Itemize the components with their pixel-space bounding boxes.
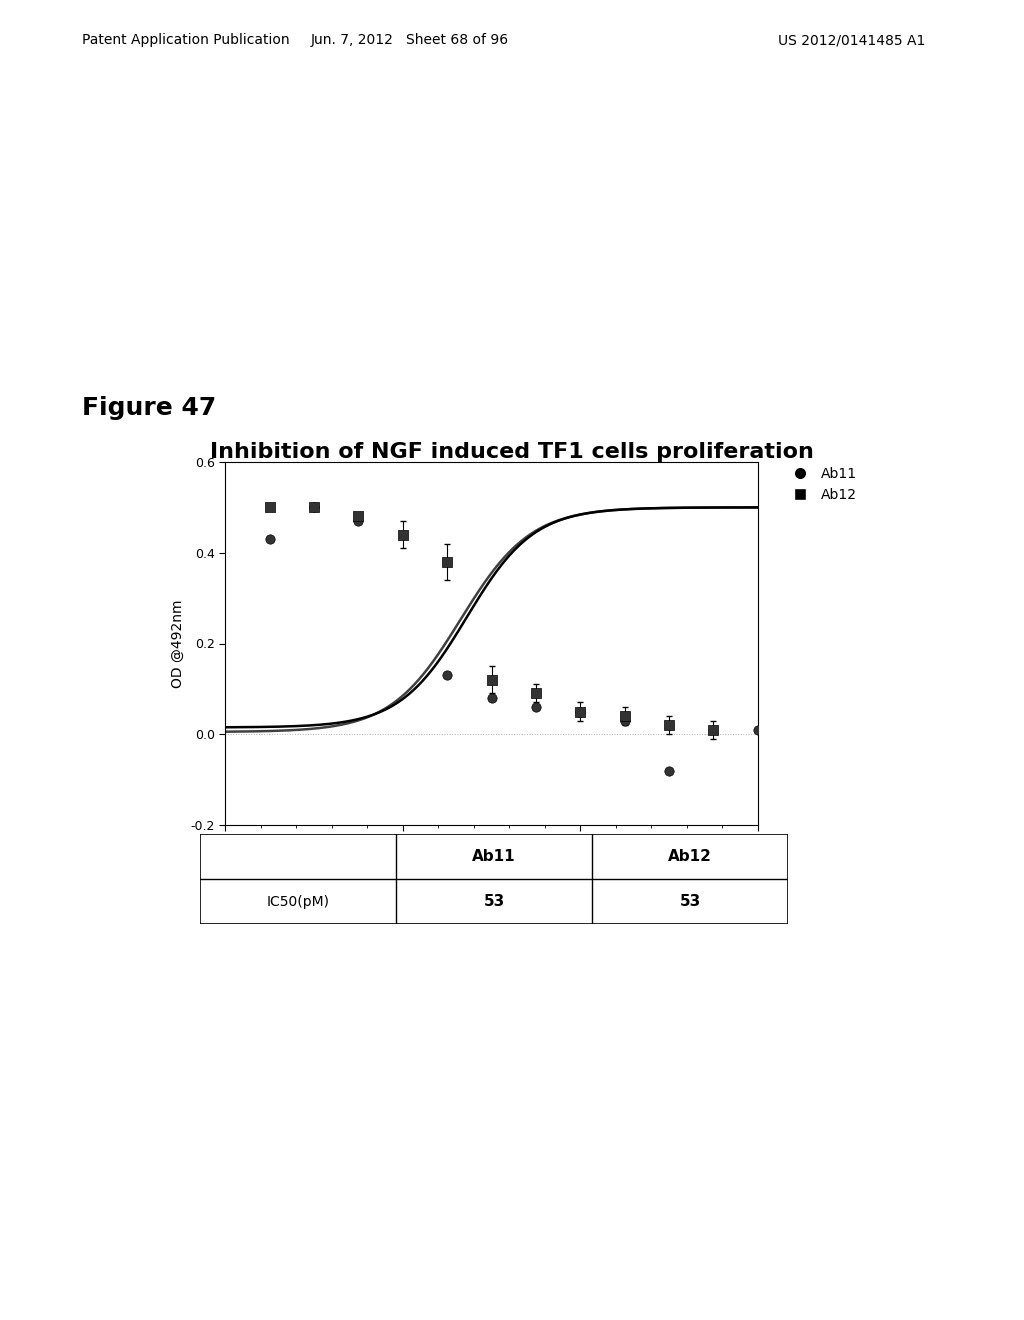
Text: Ab12: Ab12 [669,849,713,865]
Point [527,697,544,718]
Point [439,552,456,573]
Point [616,710,633,731]
Text: Figure 47: Figure 47 [82,396,216,420]
Point [750,719,766,741]
Text: Ab11: Ab11 [472,849,516,865]
Point [572,701,589,722]
Point [660,760,677,781]
Point [572,701,589,722]
Text: 53: 53 [483,894,505,909]
Text: IC50(pM): IC50(pM) [266,895,330,908]
Point [616,705,633,726]
Point [527,682,544,704]
Y-axis label: OD @492nm: OD @492nm [171,599,185,688]
Point [483,669,500,690]
Text: Inhibition of NGF induced TF1 cells proliferation: Inhibition of NGF induced TF1 cells prol… [210,442,814,462]
Text: US 2012/0141485 A1: US 2012/0141485 A1 [778,33,926,48]
Point [660,714,677,735]
Text: Jun. 7, 2012   Sheet 68 of 96: Jun. 7, 2012 Sheet 68 of 96 [310,33,509,48]
Point [350,511,367,532]
Text: Patent Application Publication: Patent Application Publication [82,33,290,48]
Point [350,506,367,527]
Point [483,688,500,709]
Legend: Ab11, Ab12: Ab11, Ab12 [780,462,862,508]
X-axis label: antibody conc. nM: antibody conc. nM [428,858,555,871]
Point [394,524,411,545]
Point [306,496,323,517]
Point [439,665,456,686]
Point [706,719,722,741]
Point [306,496,323,517]
Point [261,496,278,517]
Text: 53: 53 [680,894,701,909]
Point [261,528,278,549]
